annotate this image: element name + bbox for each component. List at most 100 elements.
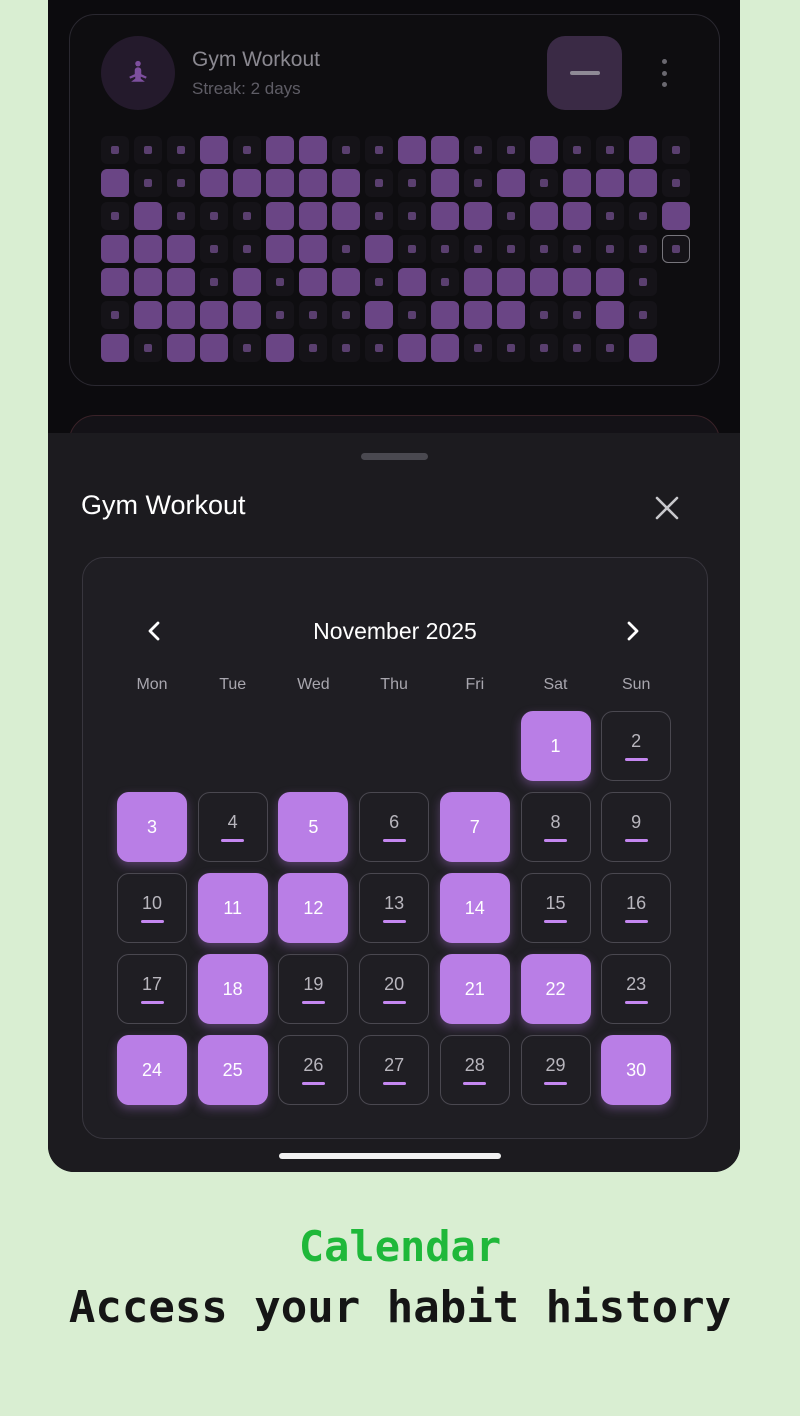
grid-cell-completed xyxy=(431,301,459,329)
calendar-day[interactable]: 10 xyxy=(117,873,187,943)
grid-cell-empty xyxy=(563,301,591,329)
calendar-day-completed[interactable]: 22 xyxy=(520,954,591,1024)
day-number: 22 xyxy=(545,978,566,999)
calendar-day-completed[interactable]: 30 xyxy=(601,1035,672,1105)
calendar-day[interactable]: 4 xyxy=(197,792,268,862)
day-number: 29 xyxy=(545,1055,566,1075)
calendar-day[interactable]: 29 xyxy=(520,1035,591,1105)
grid-cell-empty xyxy=(365,268,393,296)
calendar-day[interactable]: 28 xyxy=(439,1035,510,1105)
grid-cell-completed xyxy=(134,268,162,296)
day-number: 26 xyxy=(303,1055,324,1075)
calendar-day-completed[interactable]: 12 xyxy=(278,873,349,943)
grid-cell-empty xyxy=(134,136,162,164)
more-options-icon[interactable] xyxy=(660,59,668,87)
grid-cell-completed xyxy=(497,169,525,197)
day-number: 25 xyxy=(222,1059,243,1080)
calendar-day[interactable]: 9 xyxy=(601,792,672,862)
grid-cell-empty xyxy=(332,136,360,164)
grid-cell-completed xyxy=(629,169,657,197)
drag-handle[interactable] xyxy=(361,453,428,460)
weekday-header: Wed xyxy=(297,676,330,693)
close-icon[interactable] xyxy=(652,493,682,523)
next-month-button[interactable] xyxy=(617,616,647,646)
grid-cell-empty xyxy=(200,235,228,263)
calendar-day[interactable]: 27 xyxy=(359,1035,430,1105)
calendar-day-completed[interactable]: 1 xyxy=(520,711,591,781)
grid-cell-completed xyxy=(167,334,195,362)
calendar-day[interactable]: 6 xyxy=(359,792,430,862)
habit-streak: Streak: 2 days xyxy=(192,79,301,98)
grid-cell-empty xyxy=(101,202,129,230)
grid-cell-empty xyxy=(629,202,657,230)
grid-cell-completed xyxy=(200,334,228,362)
grid-cell-completed xyxy=(101,169,129,197)
grid-cell-completed xyxy=(464,202,492,230)
grid-cell-completed xyxy=(266,334,294,362)
missed-indicator xyxy=(624,1001,648,1004)
grid-cell-empty xyxy=(497,235,525,263)
day-number: 16 xyxy=(626,893,647,913)
grid-cell-empty xyxy=(497,202,525,230)
grid-cell-empty xyxy=(134,169,162,197)
grid-cell-empty xyxy=(101,136,129,164)
calendar-bottom-sheet: Gym Workout November 2025 Mon Tue Wed Thu Fr… xyxy=(48,433,740,1172)
grid-cell-empty xyxy=(365,136,393,164)
grid-cell-empty xyxy=(530,334,558,362)
calendar-day[interactable]: 2 xyxy=(601,711,672,781)
day-number: 13 xyxy=(384,893,405,913)
previous-month-button[interactable] xyxy=(140,616,170,646)
habit-title: Gym Workout xyxy=(192,48,320,71)
grid-cell-completed xyxy=(629,136,657,164)
grid-cell-empty xyxy=(200,268,228,296)
calendar-day-completed[interactable]: 7 xyxy=(439,792,510,862)
grid-cell-empty xyxy=(299,301,327,329)
grid-cell-empty xyxy=(431,268,459,296)
grid-cell-empty xyxy=(398,202,426,230)
grid-cell-completed xyxy=(134,235,162,263)
calendar-day[interactable]: 13 xyxy=(359,873,430,943)
grid-cell-empty xyxy=(332,334,360,362)
calendar-day-completed[interactable]: 18 xyxy=(197,954,268,1024)
grid-cell-completed xyxy=(464,268,492,296)
calendar-day[interactable]: 17 xyxy=(117,954,187,1024)
grid-cell-empty xyxy=(596,202,624,230)
calendar-day[interactable]: 26 xyxy=(278,1035,349,1105)
day-number: 3 xyxy=(146,816,157,837)
grid-cell-completed xyxy=(167,301,195,329)
calendar-day-completed[interactable]: 11 xyxy=(197,873,268,943)
grid-cell-completed xyxy=(332,169,360,197)
missed-indicator xyxy=(140,1001,164,1004)
calendar-day-completed[interactable]: 5 xyxy=(278,792,349,862)
grid-cell-empty xyxy=(662,136,690,164)
grid-cell-completed xyxy=(431,334,459,362)
habit-avatar xyxy=(101,36,175,110)
day-number: 18 xyxy=(222,978,243,999)
habit-card[interactable]: Gym Workout Streak: 2 days xyxy=(69,14,720,386)
grid-cell-completed xyxy=(299,268,327,296)
missed-indicator xyxy=(382,1082,406,1085)
calendar-day-completed[interactable]: 24 xyxy=(117,1035,187,1105)
calendar-day[interactable]: 19 xyxy=(278,954,349,1024)
calendar-day-completed[interactable]: 14 xyxy=(439,873,510,943)
grid-cell-empty xyxy=(398,169,426,197)
calendar-day-completed[interactable]: 25 xyxy=(197,1035,268,1105)
missed-indicator xyxy=(624,758,648,761)
grid-cell-completed xyxy=(266,235,294,263)
calendar-day[interactable]: 15 xyxy=(520,873,591,943)
calendar: November 2025 Mon Tue Wed Thu Fri Sat Sun 1 2 3 4 5… xyxy=(82,557,708,1139)
decrement-button[interactable] xyxy=(547,36,622,110)
grid-cell-empty xyxy=(563,235,591,263)
calendar-day[interactable]: 23 xyxy=(601,954,672,1024)
calendar-day[interactable]: 16 xyxy=(601,873,672,943)
calendar-day-completed[interactable]: 3 xyxy=(117,792,187,862)
grid-cell-empty xyxy=(101,301,129,329)
missed-indicator xyxy=(544,920,567,923)
calendar-day[interactable]: 8 xyxy=(520,792,591,862)
grid-cell-empty xyxy=(629,235,657,263)
home-indicator xyxy=(279,1153,501,1159)
day-number: 1 xyxy=(550,735,561,756)
calendar-day-completed[interactable]: 21 xyxy=(439,954,510,1024)
calendar-day[interactable]: 20 xyxy=(359,954,430,1024)
day-number: 23 xyxy=(626,974,647,994)
